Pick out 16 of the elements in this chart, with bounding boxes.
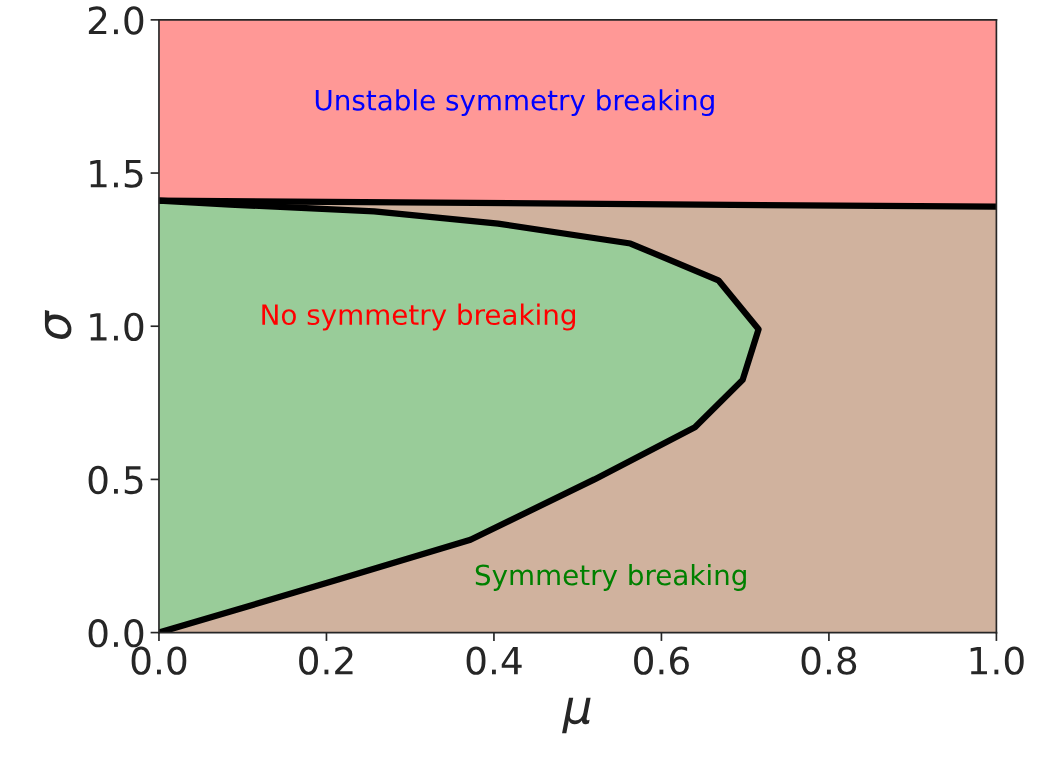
y-tick-label: 1.5 xyxy=(90,159,143,188)
x-axis-title: μ xyxy=(562,697,591,734)
y-tick-label: 0.0 xyxy=(88,619,144,648)
x-tick-label: 0.2 xyxy=(299,646,353,675)
y-axis-title: σ xyxy=(44,310,72,339)
y-tick-label: 0.5 xyxy=(88,465,143,495)
y-tick-label: 2.0 xyxy=(88,6,144,35)
x-tick-label: 1.0 xyxy=(970,646,1024,675)
annotation: No symmetry breaking xyxy=(262,303,575,331)
annotation: Unstable symmetry breaking xyxy=(315,89,714,117)
x-tick-label: 0.8 xyxy=(801,646,857,675)
x-tick-label: 0.4 xyxy=(466,646,522,675)
x-tick-label: 0.0 xyxy=(131,646,187,675)
x-tick-label: 0.6 xyxy=(634,646,689,675)
annotation: Symmetry breaking xyxy=(475,564,746,591)
y-tick-label: 1.0 xyxy=(90,312,144,342)
